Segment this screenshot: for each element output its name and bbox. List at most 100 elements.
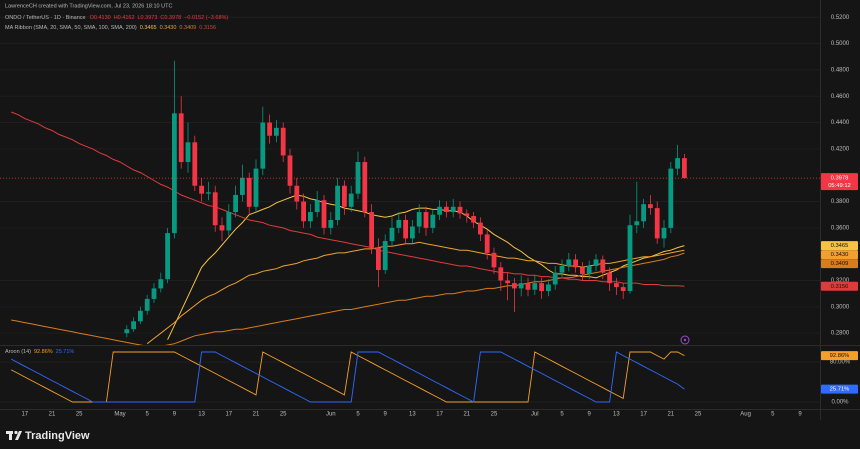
x-tick-label: 25 — [695, 412, 702, 418]
y-tick-label: 0.4800 — [831, 67, 850, 73]
candle-body — [668, 168, 674, 228]
candle-body — [321, 200, 327, 228]
aroon-legend: Aroon (14) 92.86% 25.71% — [5, 349, 74, 355]
x-tick-label: 21 — [463, 412, 470, 418]
candle-body — [600, 259, 606, 273]
candle-body — [212, 192, 218, 226]
logo-shape — [9, 431, 12, 440]
logo-shape — [14, 430, 18, 435]
ma-legend: MA Ribbon (SMA, 20, SMA, 50, SMA, 100, S… — [5, 25, 216, 31]
candle-body — [491, 252, 497, 268]
candle-body — [192, 142, 198, 186]
x-tick-label: 5 — [356, 412, 360, 418]
candle-body — [444, 206, 449, 213]
candle-body — [280, 127, 286, 156]
ma-tag — [821, 259, 858, 269]
symbol: ONDO / TetherUS · 1D · Binance — [5, 15, 86, 21]
x-tick-label: 21 — [667, 412, 674, 418]
aroon-lines — [10, 351, 685, 403]
candle-body — [607, 272, 612, 284]
candle-body — [219, 225, 225, 231]
candle-body — [348, 193, 354, 207]
candle-body — [620, 287, 626, 292]
x-tick-label: 25 — [491, 412, 498, 418]
logo: TradingView — [6, 430, 90, 442]
candle-body — [240, 177, 245, 195]
ohlc: L0.3973 — [138, 15, 158, 21]
ohlc: H0.4162 — [114, 15, 135, 21]
y-tick-label: 0.5200 — [831, 15, 850, 21]
candle-body — [124, 329, 130, 334]
candle-body — [396, 219, 402, 228]
candles — [124, 60, 687, 338]
candle-body — [301, 201, 306, 222]
last-price-label: 0.3978 — [831, 176, 849, 182]
candle-body — [457, 206, 463, 214]
ma-tag — [821, 281, 858, 291]
candle-body — [559, 266, 565, 273]
candle-body — [314, 200, 320, 213]
candle-body — [158, 279, 164, 289]
candle-body — [172, 113, 177, 234]
x-tick-label: 13 — [409, 412, 416, 418]
branding: TradingView — [25, 430, 90, 442]
candle-body — [641, 204, 646, 222]
candle-body — [478, 222, 483, 235]
candle-body — [416, 212, 422, 227]
ma-tag-label: 0.3156 — [831, 284, 849, 290]
candle-body — [328, 219, 334, 228]
x-tick-label: Jun — [326, 412, 336, 418]
event-icon[interactable] — [680, 335, 690, 345]
candle-body — [199, 185, 204, 194]
candle-body — [498, 267, 504, 281]
ma-value: 0.3465 — [140, 25, 157, 31]
x-tick-label: Jul — [531, 412, 539, 418]
y-tick-label: 0.2800 — [831, 331, 850, 337]
candle-body — [546, 284, 551, 292]
candle-body — [518, 283, 524, 289]
event-icon-dot — [683, 338, 687, 342]
candle-body — [586, 266, 592, 274]
candle-body — [464, 213, 470, 217]
candle-body — [206, 192, 211, 194]
candle-body — [675, 158, 680, 169]
candle-body — [593, 259, 599, 267]
y-tick-label: 0.4600 — [831, 94, 850, 100]
candle-body — [634, 221, 640, 226]
candle-body — [512, 283, 517, 289]
candle-body — [450, 206, 456, 213]
candle-body — [233, 194, 238, 213]
candle-body — [131, 321, 136, 330]
candle-body — [682, 158, 687, 179]
ma-tag-label: 0.3430 — [831, 252, 849, 258]
candle-body — [253, 168, 259, 207]
x-tick-label: 25 — [76, 412, 83, 418]
candle-body — [505, 280, 510, 284]
x-tick-label: Aug — [740, 412, 751, 418]
candle-body — [335, 185, 340, 220]
candle-body — [308, 212, 313, 222]
aroon-value: 92.86% — [34, 349, 53, 355]
ma-value: 0.3156 — [199, 25, 216, 31]
x-tick-label: 9 — [588, 412, 592, 418]
candle-body — [294, 185, 300, 202]
x-tick-label: 17 — [640, 412, 647, 418]
y-tick-label: 0.00% — [831, 400, 849, 406]
candle-body — [376, 247, 381, 270]
candle-body — [614, 283, 619, 288]
candle-body — [362, 162, 368, 213]
candle-body — [410, 226, 415, 239]
candle-body — [226, 212, 232, 231]
last-price-tag — [821, 173, 858, 191]
ma-tag — [821, 241, 858, 251]
x-tick-label: 5 — [146, 412, 150, 418]
candle-body — [382, 241, 388, 270]
x-tick-label: 13 — [613, 412, 620, 418]
candle-body — [430, 214, 436, 228]
aroon-tag-label: 92.86% — [830, 353, 850, 359]
aroon-line — [10, 351, 685, 403]
y-tick-label: 0.5000 — [831, 41, 850, 47]
candle-body — [267, 122, 272, 136]
ma-title: MA Ribbon (SMA, 20, SMA, 50, SMA, 100, S… — [5, 25, 137, 31]
